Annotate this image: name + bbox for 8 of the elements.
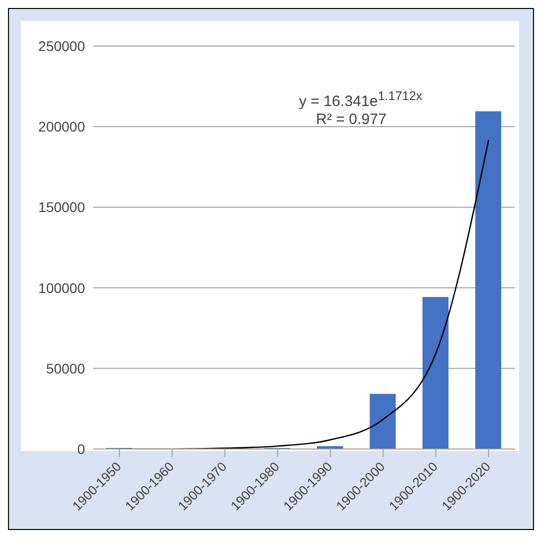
y-tick-label: 100000 xyxy=(38,280,86,296)
y-tick-label: 200000 xyxy=(38,118,86,135)
annotation: R² = 0.977 xyxy=(316,111,386,128)
y-tick-label: 250000 xyxy=(38,38,86,54)
annotation: y = 16.341e$^{1.1712x}$ xyxy=(299,89,422,110)
y-tick-label: 50000 xyxy=(46,360,86,376)
y-tick-label: 0 xyxy=(77,440,86,457)
y-tick-label: 150000 xyxy=(38,199,86,216)
